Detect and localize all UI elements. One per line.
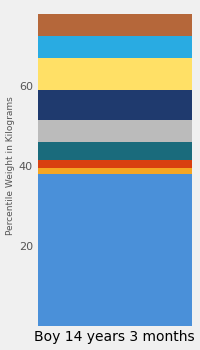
Y-axis label: Percentile Weight in Kilograms: Percentile Weight in Kilograms — [6, 96, 15, 235]
Bar — [38, 90, 192, 120]
Bar — [38, 160, 192, 168]
Bar — [38, 36, 192, 57]
Bar — [38, 174, 192, 326]
Bar — [38, 57, 192, 90]
Bar — [38, 14, 192, 36]
Bar — [38, 120, 192, 141]
Bar — [38, 168, 192, 174]
Bar — [38, 141, 192, 160]
